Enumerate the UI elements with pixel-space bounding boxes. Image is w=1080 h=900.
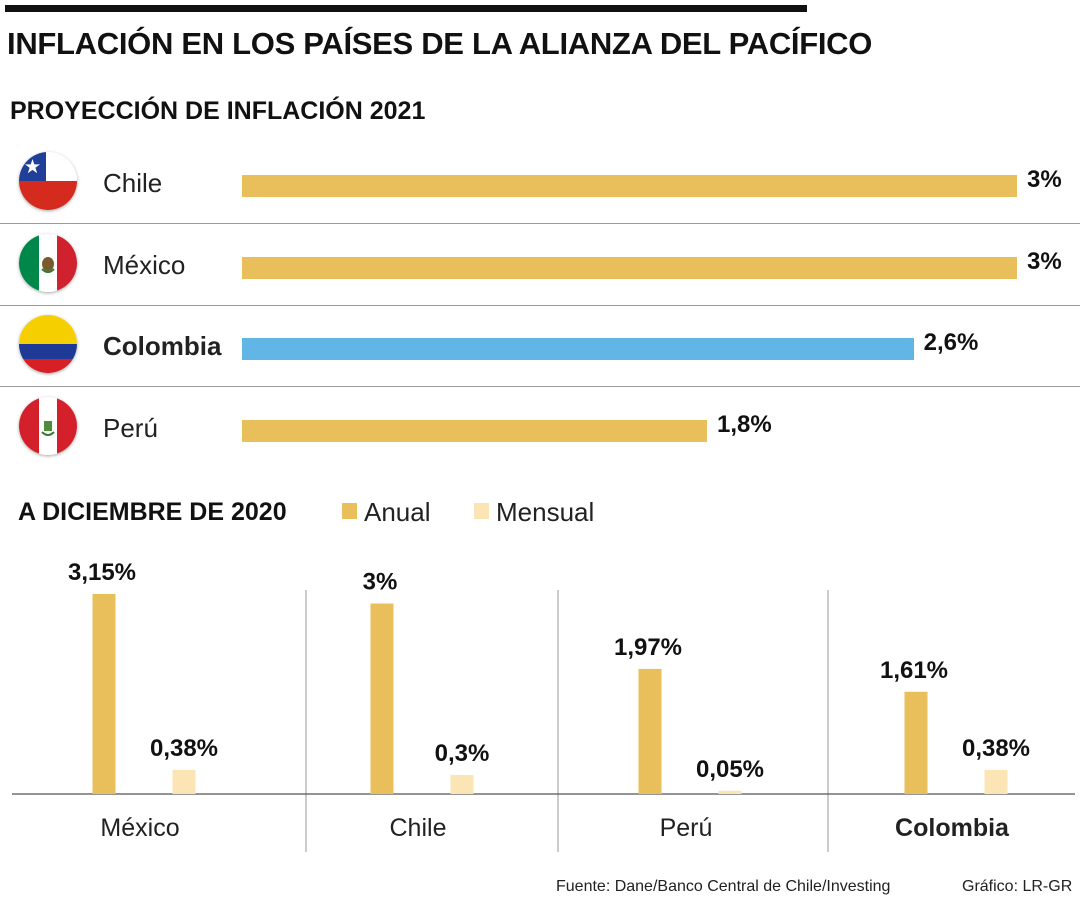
projection-value-label: 2,6%: [923, 329, 979, 356]
top-rule: [5, 5, 807, 12]
annual-bar: [370, 603, 394, 794]
monthly-bar: [718, 790, 742, 794]
annual-value-label: 3,15%: [68, 559, 136, 586]
monthly-bar: [984, 769, 1008, 794]
monthly-bar: [172, 769, 196, 794]
december-bar-chart: 3,15% 0,38% México 3% 0,3% Chile 1,97% 0,05% Per…: [12, 559, 1075, 852]
projection-row: Chile 3%: [0, 142, 1080, 224]
row-divider: [0, 223, 1080, 224]
category-label: Perú: [660, 814, 713, 842]
annual-value-label: 1,97%: [614, 634, 682, 661]
projection-bar: [242, 175, 1017, 197]
row-divider: [0, 304, 1080, 306]
projection-value-label: 3%: [1027, 247, 1062, 275]
monthly-value-label: 0,3%: [435, 740, 490, 767]
annual-bar: [92, 594, 116, 794]
projection-row: México 3%: [0, 224, 1080, 306]
projection-bar: [242, 419, 707, 442]
mexico-flag-icon: [19, 233, 77, 292]
legend-label-annual: Anual: [364, 497, 431, 527]
category-label: México: [100, 814, 179, 842]
monthly-value-label: 0,05%: [696, 756, 764, 783]
december-chart-title: A DICIEMBRE DE 2020: [18, 498, 287, 526]
projection-value-label: 1,8%: [717, 410, 772, 438]
chile-flag-icon: [19, 152, 77, 210]
source-note: Fuente: Dane/Banco Central de Chile/Inve…: [556, 878, 891, 895]
projection-row: Colombia 2,6%: [0, 305, 1080, 387]
projection-value-label: 3%: [1027, 166, 1062, 193]
country-label: Chile: [103, 168, 163, 198]
projection-chart-title: PROYECCIÓN DE INFLACIÓN 2021: [10, 97, 426, 125]
monthly-value-label: 0,38%: [962, 735, 1030, 762]
row-divider: [0, 386, 1080, 387]
annual-bar: [638, 668, 662, 794]
page-title: INFLACIÓN EN LOS PAÍSES DE LA ALIANZA DE…: [7, 26, 873, 61]
category-label: Colombia: [895, 814, 1010, 842]
legend-label-monthly: Mensual: [496, 497, 595, 527]
monthly-bar: [450, 774, 474, 794]
projection-row: Perú 1,8%: [0, 387, 1080, 469]
annual-value-label: 1,61%: [880, 657, 948, 684]
legend-swatch-annual: [342, 503, 357, 519]
country-label: Perú: [103, 412, 158, 443]
category-label: Chile: [390, 814, 447, 842]
annual-value-label: 3%: [363, 569, 398, 596]
monthly-value-label: 0,38%: [150, 735, 218, 762]
legend-swatch-monthly: [474, 503, 489, 519]
graphic-credit: Gráfico: LR-GR: [962, 878, 1073, 895]
colombia-flag-icon: [19, 315, 77, 373]
country-label: México: [103, 249, 186, 280]
country-label: Colombia: [103, 331, 222, 361]
annual-bar: [904, 691, 928, 794]
projection-bar: [242, 256, 1017, 279]
peru-flag-icon: [19, 396, 77, 455]
projection-bar: [242, 338, 914, 360]
